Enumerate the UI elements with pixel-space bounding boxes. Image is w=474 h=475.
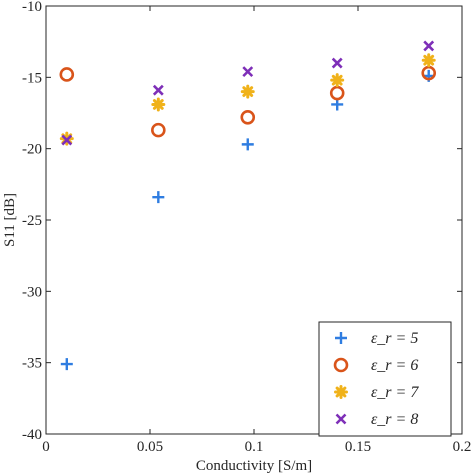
axis-ticks: 0 0.05 0.1 0.15 0.2 -10 -15 -20 -25 -30 -35 -40 [22,0,471,455]
data-point-plus [241,138,254,151]
y-tick-label: -40 [22,427,42,443]
y-tick-label: -15 [22,70,42,86]
data-points [59,40,437,371]
x-tick-label: 0.2 [453,439,472,455]
data-point-x [61,134,73,146]
legend-label: ε_r = 5 [371,330,418,347]
data-point-circle [329,85,345,101]
y-tick-label: -30 [22,284,42,300]
data-point-circle [151,122,166,138]
data-point-x [152,84,164,96]
y-tick-label: -35 [22,356,42,372]
data-point-plus [152,191,165,204]
x-tick-label: 0.1 [245,439,264,455]
data-point-circle [59,67,75,82]
data-point-star-core [155,101,162,108]
data-point-x [242,66,254,78]
y-axis-label: S11 [dB] [2,193,18,247]
data-point-plus [60,358,73,371]
y-tick-label: -10 [22,0,42,15]
y-tick-label: -20 [22,142,42,158]
data-point-x [331,57,343,69]
data-point-x [423,40,435,52]
legend-label: ε_r = 8 [371,411,418,428]
legend-marker-plus [335,332,347,344]
x-tick-label: 0.15 [345,439,371,455]
legend: ε_r = 5 ε_r = 6 ε_r = 7 ε_r = 8 [318,321,452,437]
legend-marker-star-core [337,388,345,396]
data-point-star-core [244,88,251,95]
x-tick-label: 0 [42,439,50,455]
data-point-star-core [334,76,341,84]
legend-label: ε_r = 7 [371,384,419,401]
data-point-plus [331,98,344,111]
legend-label: ε_r = 6 [371,357,418,374]
y-tick-label: -25 [22,213,42,229]
data-point-circle [240,109,256,125]
x-axis-label: Conductivity [S/m] [196,458,312,474]
legend-marker-x [335,413,347,425]
data-point-star-core [425,57,432,64]
x-tick-label: 0.05 [137,439,163,455]
legend-marker-circle [333,357,349,373]
